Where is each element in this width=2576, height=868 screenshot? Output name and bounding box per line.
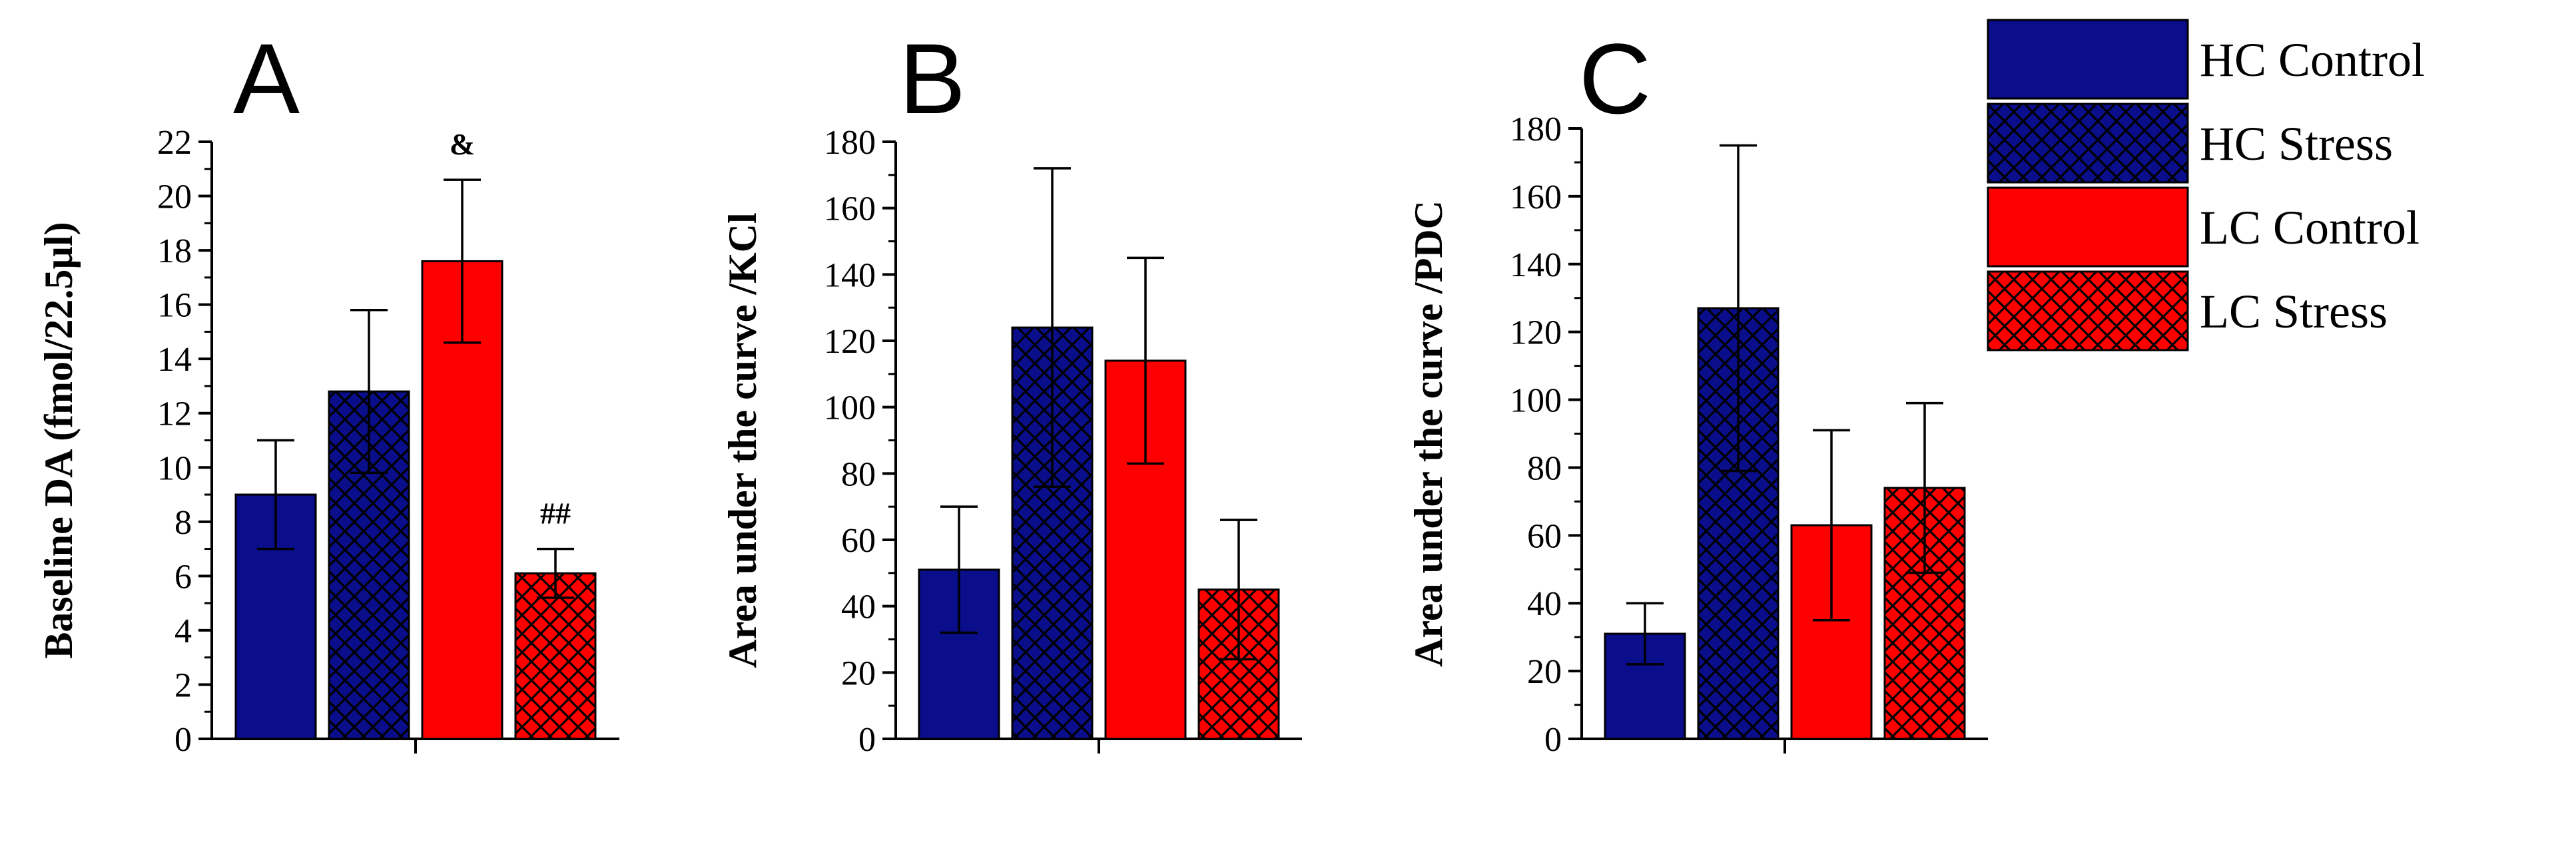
y-tick-label: 10 [157, 449, 192, 487]
y-tick-label: 6 [174, 558, 192, 596]
legend: HC Control HC Stress LC Control LC Stress [1987, 19, 2425, 351]
y-tick-label: 80 [1527, 449, 1562, 487]
y-tick-label: 40 [841, 588, 876, 626]
y-tick-label: 14 [157, 341, 192, 379]
y-tick-label: 2 [174, 666, 192, 704]
y-tick-label: 180 [824, 124, 876, 162]
y-tick-label: 60 [841, 522, 876, 560]
y-tick-label: 60 [1527, 517, 1562, 555]
y-tick-label: 12 [157, 395, 192, 433]
y-tick-label: 140 [824, 256, 876, 294]
panel-a: A 0 2 4 6 8 10 12 14 16 18 20 22 Baseline DA (fmol/22… [37, 23, 619, 759]
y-tick-label: 140 [1510, 246, 1562, 284]
legend-item: LC Control [1987, 186, 2419, 268]
legend-item: LC Stress [1987, 270, 2388, 351]
y-tick-label: 120 [824, 323, 876, 361]
significance-marker: & [450, 127, 475, 161]
y-tick-label: 8 [174, 504, 192, 542]
y-tick-label: 4 [174, 612, 192, 650]
legend-label: LC Control [2200, 201, 2419, 254]
y-tick-label: 18 [157, 232, 192, 270]
y-tick-label: 0 [174, 721, 192, 759]
legend-swatch [1987, 103, 2189, 184]
legend-item: HC Stress [1987, 103, 2393, 184]
y-tick-label: 20 [841, 654, 876, 692]
panel-b: B 0 20 40 60 80 100 120 140 160 180 Area under the … [721, 23, 1302, 759]
legend-item: HC Control [1987, 19, 2425, 100]
y-tick-label: 22 [157, 124, 192, 162]
y-tick-label: 160 [1510, 178, 1562, 216]
y-tick-label: 80 [841, 455, 876, 493]
y-tick-label: 100 [1510, 382, 1562, 420]
panel-letter: B [899, 23, 966, 134]
legend-label: HC Control [2200, 33, 2425, 87]
y-tick-label: 180 [1510, 110, 1562, 148]
legend-label: LC Stress [2200, 285, 2388, 338]
legend-swatch [1987, 186, 2189, 268]
y-axis-label: Baseline DA (fmol/22.5µl) [37, 222, 81, 658]
bar-lc-stress [514, 572, 597, 740]
y-tick-label: 0 [858, 721, 876, 759]
y-tick-label: 40 [1527, 585, 1562, 623]
y-tick-label: 0 [1544, 721, 1562, 759]
y-tick-label: 16 [157, 287, 192, 325]
y-tick-label: 100 [824, 389, 876, 427]
panel-letter: C [1579, 23, 1651, 134]
y-tick-label: 20 [1527, 653, 1562, 691]
legend-label: HC Stress [2200, 117, 2393, 170]
y-tick-label: 160 [824, 190, 876, 228]
legend-swatch [1987, 270, 2189, 351]
y-tick-label: 20 [157, 178, 192, 216]
y-axis-label: Area under the curve /KCl [721, 212, 765, 668]
y-tick-label: 120 [1510, 314, 1562, 352]
y-axis-label: Area under the curve /PDC [1407, 200, 1450, 667]
panel-letter: A [233, 23, 300, 134]
legend-swatch [1987, 19, 2189, 100]
panel-c: C 0 20 40 60 80 100 120 140 160 180 Area under the … [1407, 23, 1988, 759]
significance-marker: ## [540, 497, 571, 531]
